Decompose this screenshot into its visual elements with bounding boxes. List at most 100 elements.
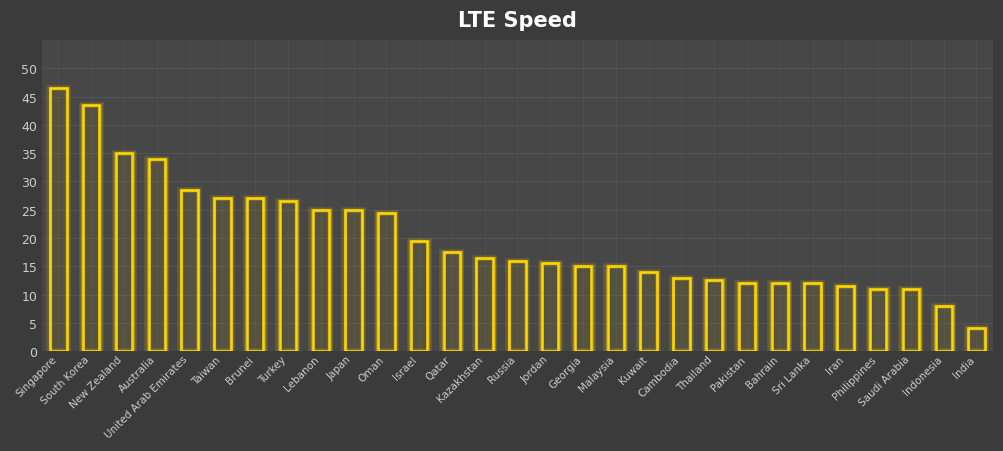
- Bar: [246, 199, 265, 351]
- Bar: [704, 281, 723, 351]
- Bar: [248, 199, 263, 351]
- Bar: [706, 281, 721, 351]
- Bar: [869, 289, 886, 351]
- Bar: [115, 154, 132, 351]
- Bar: [215, 199, 230, 351]
- Bar: [376, 213, 395, 351]
- Bar: [574, 267, 592, 351]
- Bar: [769, 284, 788, 351]
- Bar: [474, 258, 493, 351]
- Bar: [543, 264, 557, 351]
- Bar: [377, 213, 395, 351]
- Bar: [802, 284, 821, 351]
- Bar: [737, 284, 755, 351]
- Bar: [82, 106, 100, 351]
- Bar: [278, 202, 297, 351]
- Bar: [115, 154, 132, 351]
- Bar: [49, 89, 67, 351]
- Bar: [607, 267, 624, 351]
- Bar: [673, 278, 689, 351]
- Bar: [935, 306, 951, 351]
- Bar: [183, 190, 197, 351]
- Bar: [641, 272, 655, 351]
- Bar: [147, 160, 166, 351]
- Bar: [671, 278, 690, 351]
- Bar: [509, 261, 526, 351]
- Bar: [573, 267, 592, 351]
- Bar: [672, 278, 690, 351]
- Bar: [84, 106, 98, 351]
- Bar: [607, 267, 624, 351]
- Bar: [575, 267, 591, 351]
- Bar: [442, 253, 461, 351]
- Bar: [575, 267, 590, 351]
- Bar: [344, 210, 362, 351]
- Bar: [640, 272, 656, 351]
- Bar: [606, 267, 625, 351]
- Bar: [868, 289, 887, 351]
- Bar: [705, 281, 722, 351]
- Bar: [771, 284, 787, 351]
- Bar: [346, 210, 360, 351]
- Bar: [639, 272, 658, 351]
- Bar: [541, 264, 560, 351]
- Bar: [739, 284, 753, 351]
- Bar: [901, 289, 920, 351]
- Bar: [344, 210, 363, 351]
- Bar: [738, 284, 754, 351]
- Bar: [838, 286, 852, 351]
- Bar: [51, 89, 66, 351]
- Bar: [967, 329, 984, 351]
- Bar: [968, 329, 983, 351]
- Bar: [442, 253, 460, 351]
- Bar: [835, 286, 854, 351]
- Bar: [49, 89, 68, 351]
- Bar: [443, 253, 459, 351]
- Bar: [213, 199, 232, 351]
- Bar: [247, 199, 263, 351]
- Bar: [313, 210, 328, 351]
- Bar: [345, 210, 361, 351]
- Bar: [114, 154, 133, 351]
- Bar: [933, 306, 952, 351]
- Title: LTE Speed: LTE Speed: [457, 11, 577, 31]
- Bar: [705, 281, 722, 351]
- Bar: [903, 289, 918, 351]
- Bar: [541, 264, 559, 351]
- Bar: [280, 202, 296, 351]
- Bar: [902, 289, 918, 351]
- Bar: [312, 210, 329, 351]
- Bar: [967, 329, 984, 351]
- Bar: [312, 210, 329, 351]
- Bar: [835, 286, 854, 351]
- Bar: [901, 289, 919, 351]
- Bar: [510, 261, 525, 351]
- Bar: [279, 202, 297, 351]
- Bar: [639, 272, 657, 351]
- Bar: [771, 284, 786, 351]
- Bar: [608, 267, 623, 351]
- Bar: [181, 190, 199, 351]
- Bar: [180, 190, 199, 351]
- Bar: [50, 89, 66, 351]
- Bar: [410, 241, 427, 351]
- Bar: [475, 258, 493, 351]
- Bar: [311, 210, 330, 351]
- Bar: [116, 154, 131, 351]
- Bar: [803, 284, 819, 351]
- Bar: [214, 199, 231, 351]
- Bar: [476, 258, 491, 351]
- Bar: [936, 306, 950, 351]
- Bar: [280, 202, 295, 351]
- Bar: [378, 213, 393, 351]
- Bar: [509, 261, 526, 351]
- Bar: [410, 241, 427, 351]
- Bar: [869, 289, 886, 351]
- Bar: [803, 284, 820, 351]
- Bar: [148, 160, 164, 351]
- Bar: [770, 284, 787, 351]
- Bar: [81, 106, 100, 351]
- Bar: [214, 199, 231, 351]
- Bar: [673, 278, 688, 351]
- Bar: [149, 160, 164, 351]
